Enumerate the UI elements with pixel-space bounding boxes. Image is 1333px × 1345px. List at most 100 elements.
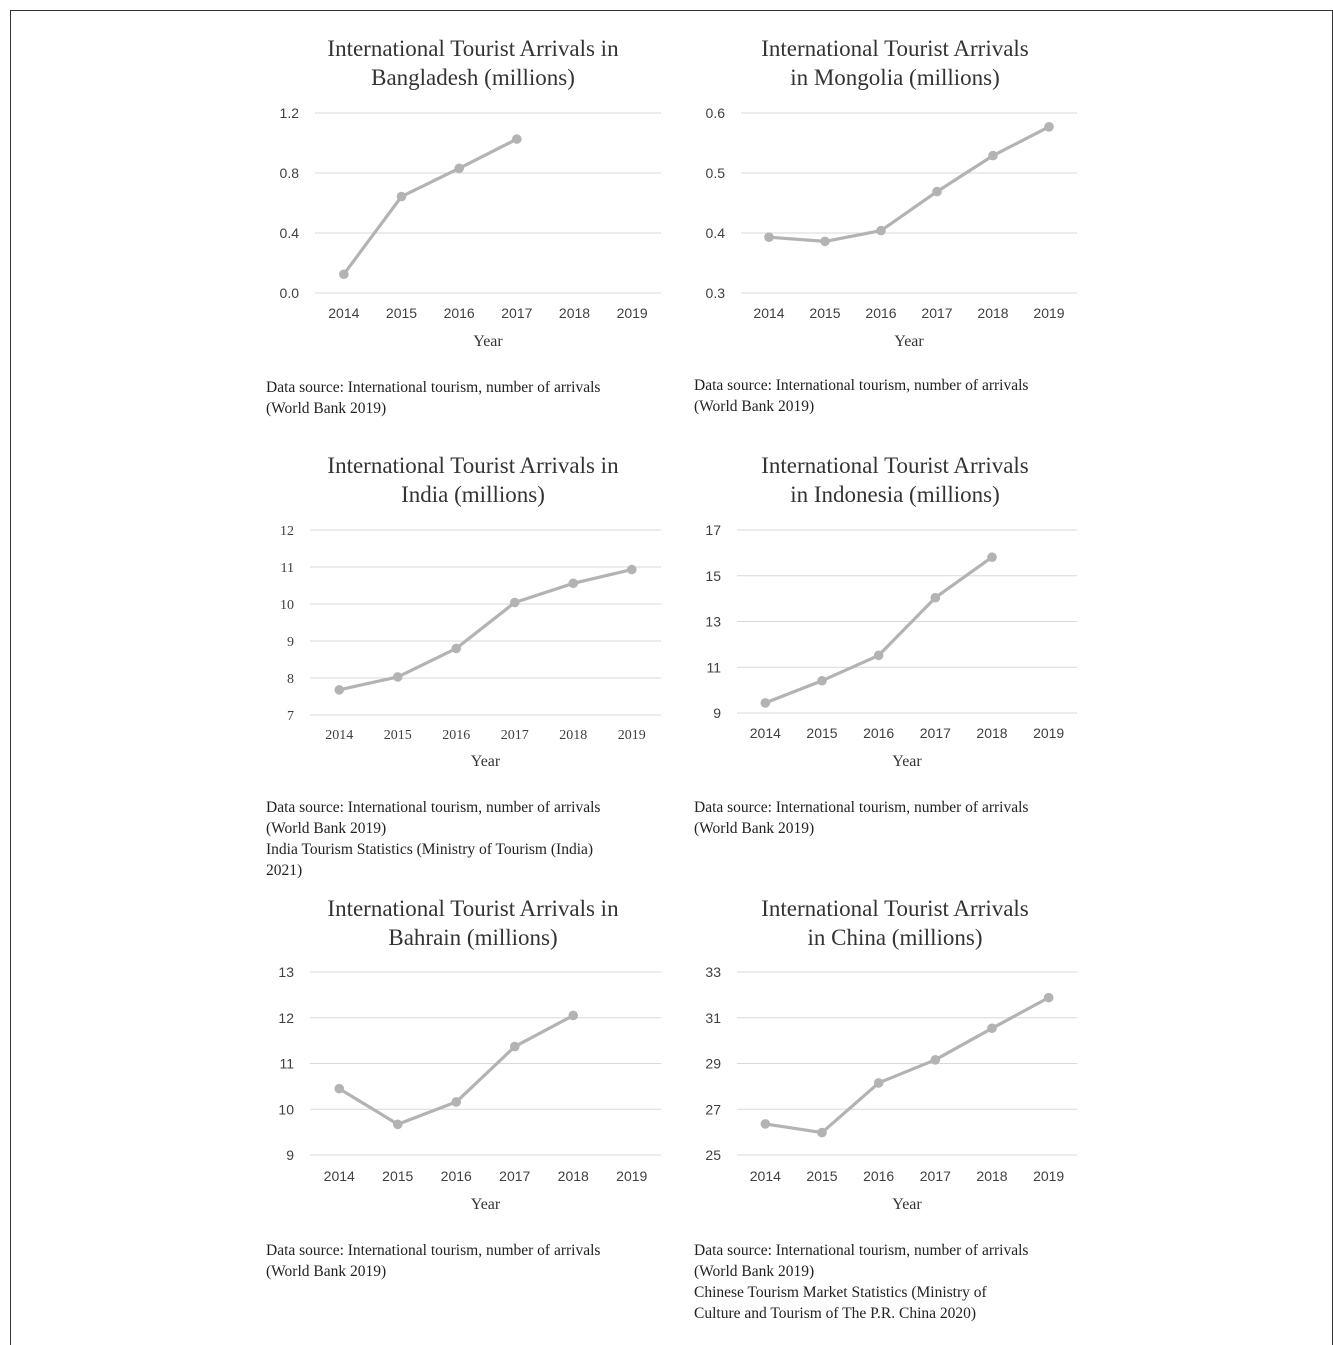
x-tick-label: 2018 bbox=[976, 725, 1007, 741]
line-chart-china: 25 27 29 31 33 2014 2015 2016 2017 2018 2019 Year bbox=[705, 964, 1077, 1213]
line-chart-bahrain: 9 10 11 12 13 2014 2015 2016 2017 2018 2019 Year bbox=[278, 964, 661, 1213]
chart-title-line: India (millions) bbox=[401, 482, 545, 507]
x-tick-label: 2017 bbox=[499, 1168, 530, 1184]
data-point bbox=[1044, 122, 1054, 132]
x-tick-label: 2014 bbox=[750, 1168, 781, 1184]
chart-title-line: International Tourist Arrivals bbox=[761, 896, 1029, 921]
data-point bbox=[512, 134, 522, 144]
chart-title-line: International Tourist Arrivals bbox=[761, 36, 1029, 61]
data-point bbox=[454, 163, 464, 174]
data-point bbox=[817, 675, 827, 686]
chart-caption: Data source: International tourism, numb… bbox=[266, 377, 600, 419]
y-tick-label: 0.5 bbox=[706, 165, 726, 181]
data-point bbox=[451, 1097, 462, 1107]
series-line bbox=[342, 137, 519, 276]
x-tick-label: 2019 bbox=[1033, 1168, 1064, 1184]
x-tick-label: 2017 bbox=[920, 725, 951, 741]
caption-line: Data source: International tourism, numb… bbox=[694, 799, 1029, 816]
x-tick-label: 2019 bbox=[618, 728, 646, 743]
data-point bbox=[987, 552, 997, 563]
series-line bbox=[763, 995, 1051, 1135]
x-tick-label: 2018 bbox=[559, 728, 587, 743]
x-tick-label: 2014 bbox=[328, 305, 359, 321]
series-line bbox=[767, 125, 1051, 243]
line-chart-indonesia: 9 11 13 15 17 2014 2015 2016 2017 2018 2019 Year bbox=[705, 522, 1077, 770]
y-tick-label: 15 bbox=[705, 568, 721, 584]
caption-line: (World Bank 2019) bbox=[694, 1263, 815, 1280]
chart-title-line: International Tourist Arrivals in bbox=[327, 36, 619, 61]
data-point bbox=[396, 191, 407, 202]
x-tick-label: 2016 bbox=[865, 305, 896, 321]
y-tick-label: 12 bbox=[280, 524, 294, 539]
y-tick-label: 0.8 bbox=[280, 165, 300, 181]
chart-title: International Tourist Arrivals in Mongol… bbox=[690, 34, 1100, 92]
y-tick-label: 33 bbox=[705, 964, 721, 980]
y-tick-label: 9 bbox=[713, 705, 721, 721]
x-tick-label: 2015 bbox=[806, 1168, 837, 1184]
chart-title: International Tourist Arrivals in Bangla… bbox=[268, 34, 678, 92]
x-axis-label: Year bbox=[471, 1196, 501, 1213]
y-tick-label: 1.2 bbox=[280, 105, 300, 121]
y-tick-label: 27 bbox=[705, 1101, 721, 1117]
x-tick-label: 2018 bbox=[559, 305, 590, 321]
x-tick-label: 2017 bbox=[921, 305, 952, 321]
x-tick-label: 2018 bbox=[977, 305, 1008, 321]
chart-title: International Tourist Arrivals in China … bbox=[690, 894, 1100, 952]
y-tick-label: 13 bbox=[705, 614, 721, 630]
caption-line: Data source: International tourism, numb… bbox=[694, 377, 1029, 394]
caption-line: (World Bank 2019) bbox=[266, 400, 387, 417]
data-point bbox=[509, 597, 520, 608]
x-tick-label: 2015 bbox=[806, 725, 837, 741]
caption-line: 2021) bbox=[266, 862, 303, 879]
data-point bbox=[509, 1041, 520, 1052]
y-tick-label: 10 bbox=[280, 598, 294, 613]
x-tick-label: 2015 bbox=[809, 305, 840, 321]
data-point bbox=[1043, 992, 1054, 1003]
x-axis-label: Year bbox=[894, 333, 924, 350]
x-axis-label: Year bbox=[473, 333, 503, 350]
x-tick-label: 2016 bbox=[444, 305, 475, 321]
y-tick-label: 9 bbox=[286, 1147, 294, 1163]
line-chart-mongolia: 0.3 0.4 0.5 0.6 2014 2015 2016 2017 2018 2019 Year bbox=[706, 105, 1077, 350]
caption-line: (World Bank 2019) bbox=[266, 1263, 387, 1280]
y-tick-label: 0.0 bbox=[280, 285, 300, 301]
caption-line: Chinese Tourism Market Statistics (Minis… bbox=[694, 1284, 987, 1301]
x-tick-label: 2017 bbox=[501, 728, 529, 743]
y-tick-label: 0.4 bbox=[280, 225, 300, 241]
x-tick-label: 2015 bbox=[382, 1168, 413, 1184]
chart-title-line: in China (millions) bbox=[807, 925, 983, 950]
data-point bbox=[930, 1055, 941, 1065]
y-tick-label: 11 bbox=[279, 1056, 294, 1072]
data-point bbox=[873, 1078, 884, 1088]
x-tick-label: 2014 bbox=[753, 305, 784, 321]
y-tick-label: 0.4 bbox=[706, 225, 726, 241]
data-point bbox=[568, 1010, 579, 1021]
x-tick-label: 2019 bbox=[1033, 305, 1064, 321]
data-point bbox=[568, 578, 579, 589]
x-tick-label: 2015 bbox=[386, 305, 417, 321]
data-point bbox=[876, 225, 886, 236]
x-tick-label: 2019 bbox=[616, 1168, 647, 1184]
x-tick-label: 2014 bbox=[324, 1168, 355, 1184]
data-point bbox=[988, 150, 998, 161]
chart-title-line: International Tourist Arrivals bbox=[761, 453, 1029, 478]
y-tick-label: 0.3 bbox=[706, 285, 726, 301]
x-tick-label: 2016 bbox=[442, 728, 470, 743]
chart-title-line: in Indonesia (millions) bbox=[790, 482, 1000, 507]
data-point bbox=[820, 236, 830, 247]
y-tick-label: 25 bbox=[705, 1147, 721, 1163]
data-point bbox=[817, 1127, 827, 1138]
line-chart-india: 7 8 9 10 11 12 2014 2015 2016 2017 2018 2019 Year bbox=[280, 524, 661, 770]
data-point bbox=[987, 1023, 997, 1034]
x-axis-label: Year bbox=[892, 753, 922, 770]
chart-caption: Data source: International tourism, numb… bbox=[694, 1240, 1028, 1324]
caption-line: Data source: International tourism, numb… bbox=[266, 799, 601, 816]
y-tick-label: 11 bbox=[706, 659, 721, 675]
chart-caption: Data source: International tourism, numb… bbox=[266, 1240, 600, 1282]
chart-caption: Data source: International tourism, numb… bbox=[694, 797, 1028, 839]
x-tick-label: 2018 bbox=[976, 1168, 1007, 1184]
y-tick-label: 10 bbox=[278, 1101, 294, 1117]
y-tick-label: 0.6 bbox=[706, 105, 726, 121]
data-point bbox=[760, 1119, 771, 1129]
x-tick-label: 2015 bbox=[384, 728, 412, 743]
